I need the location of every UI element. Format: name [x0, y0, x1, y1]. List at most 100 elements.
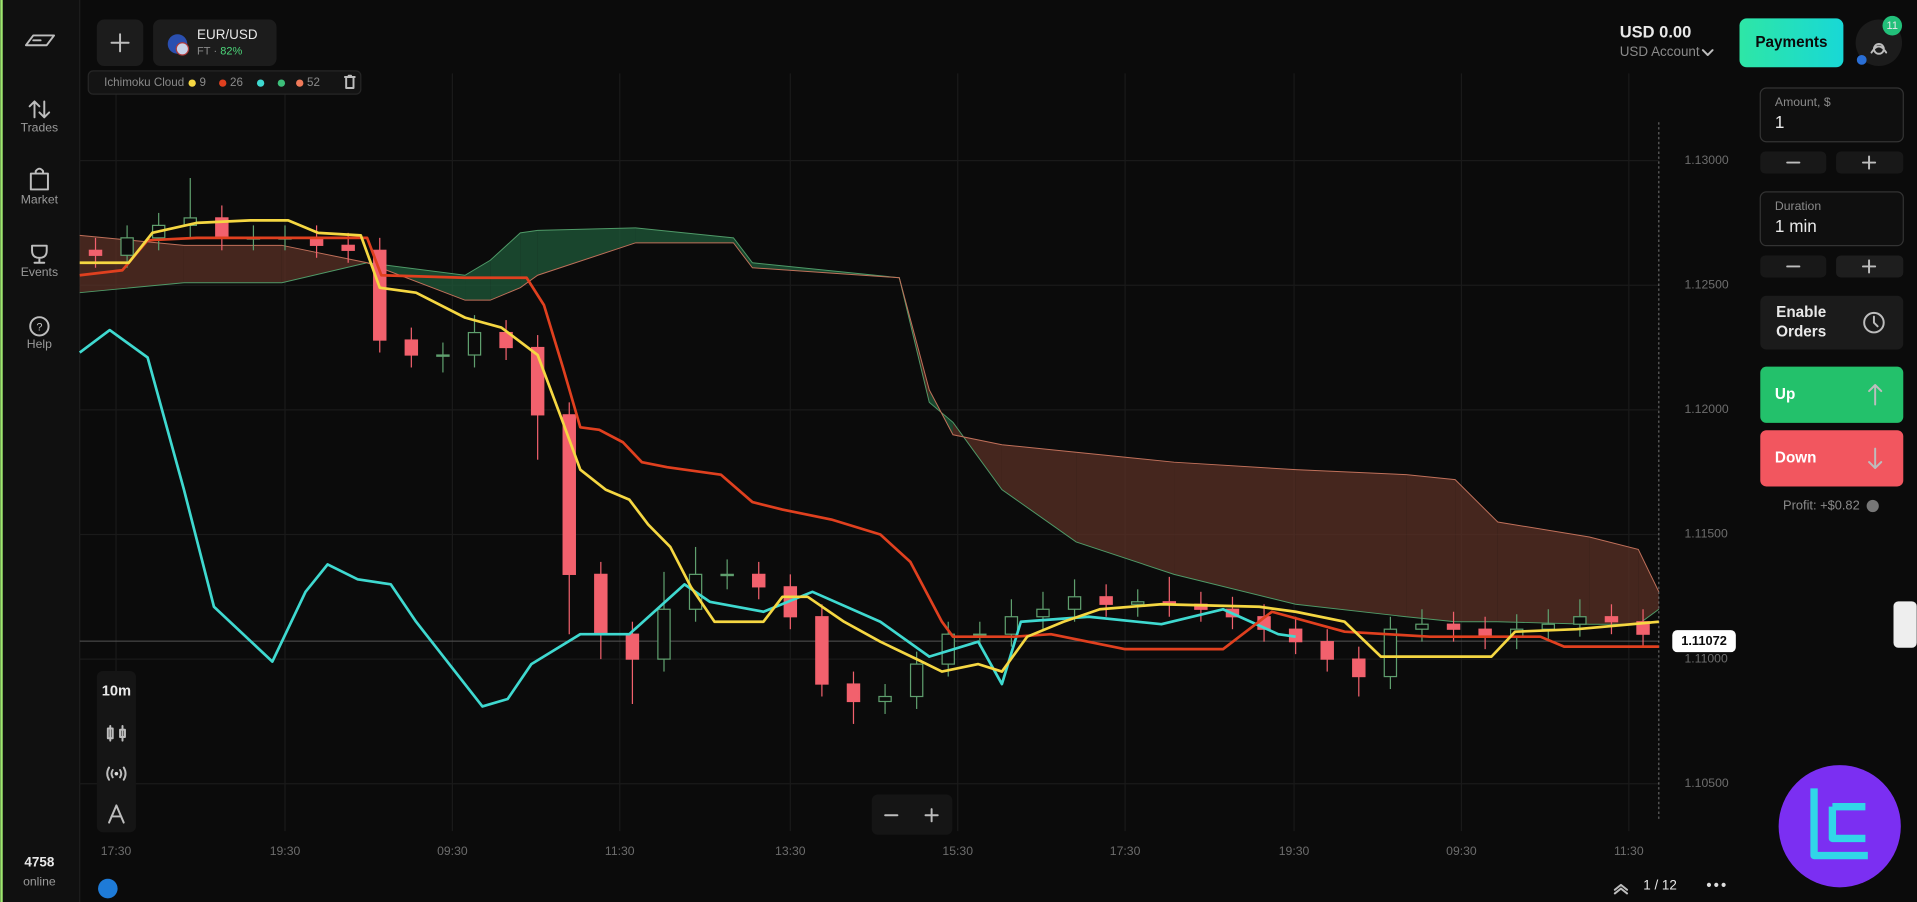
status-dot [1856, 55, 1867, 65]
candle-body [1383, 628, 1398, 678]
y-tick-label: 1.13000 [1685, 153, 1729, 167]
duration-field[interactable] [1759, 191, 1904, 247]
candle-body [88, 249, 103, 256]
account-name[interactable]: USD Account [1620, 44, 1700, 59]
nav-market[interactable]: Market [21, 167, 59, 207]
nav-events[interactable]: Events [21, 244, 58, 279]
notification-count: 11 [1887, 20, 1898, 32]
last-price-box [1672, 630, 1736, 653]
profit-help[interactable] [1866, 499, 1879, 513]
indicator-dot [296, 79, 304, 87]
y-tick-label: 1.11000 [1685, 651, 1728, 665]
down-button[interactable] [1760, 430, 1904, 487]
nav-label: Help [27, 337, 52, 351]
enable-orders-label: Enable [1776, 304, 1826, 321]
events-icon [31, 244, 48, 264]
delete-indicator[interactable] [343, 74, 356, 89]
indicators-icon[interactable] [106, 766, 127, 781]
cloud-segment [1638, 549, 1659, 625]
up-arrow [1868, 384, 1883, 406]
side-widget[interactable] [1893, 601, 1917, 648]
candle-body [846, 683, 861, 703]
down-arrow [1868, 447, 1883, 470]
cloud-segment [281, 245, 368, 283]
down-label: Down [1775, 449, 1817, 466]
indicator-dot [219, 79, 227, 87]
up-button[interactable] [1760, 366, 1904, 423]
zoom-controls [871, 794, 953, 835]
chevron [1701, 49, 1714, 56]
edge-accent [0, 0, 3, 902]
cloud-segment [1295, 469, 1407, 617]
duration-label: Duration [1775, 199, 1821, 213]
candle-body [1004, 616, 1019, 635]
candle-body [752, 573, 766, 588]
nav-label: Trades [21, 121, 59, 135]
more-button[interactable] [1706, 882, 1726, 887]
cloud-segment [635, 227, 734, 243]
drawing-icon[interactable] [108, 804, 125, 824]
indicator-param: 52 [307, 76, 320, 89]
duration-value: 1 min [1775, 217, 1817, 236]
candle-body [1446, 623, 1461, 630]
asset-type: FT [197, 45, 211, 57]
indicator-param: 9 [199, 76, 205, 89]
candle-body [625, 633, 640, 660]
cloud-segment [1174, 462, 1296, 605]
clock-hands [1872, 315, 1879, 328]
amount-value: 1 [1775, 113, 1785, 132]
notification-badge [1882, 15, 1903, 36]
collapse-icon[interactable] [1613, 883, 1629, 895]
cloud-span-b [79, 234, 1660, 593]
candle-body [1541, 623, 1556, 630]
timeframe[interactable]: 10m [102, 684, 131, 700]
asset-info: FT · 82% [197, 45, 242, 57]
profit: Profit: +$0.82 [1783, 497, 1860, 512]
amount-field[interactable] [1759, 87, 1904, 143]
candle-body [1352, 658, 1366, 678]
chart-type-icon[interactable] [106, 725, 126, 742]
x-tick-label: 19:30 [1279, 844, 1310, 858]
cloud-segment [465, 260, 491, 301]
nav-help[interactable]: ? Help [27, 316, 52, 351]
avatar-icon [1870, 43, 1888, 55]
enable-orders-button[interactable] [1760, 295, 1904, 350]
separator: · [211, 45, 221, 57]
y-tick-label: 1.12000 [1685, 402, 1729, 416]
plus-icon [1861, 259, 1877, 274]
cloud-segment [79, 235, 184, 293]
indicator-line [79, 236, 1659, 651]
market-icon [29, 167, 49, 191]
flag-us [175, 42, 190, 56]
x-tick-label: 19:30 [270, 844, 301, 858]
candle-body [1636, 621, 1650, 635]
last-price-label: 1.11072 [1681, 633, 1727, 648]
plus-icon [110, 33, 130, 53]
nav-label: Market [21, 193, 59, 207]
cloud-segment [1589, 536, 1639, 625]
zoom-in[interactable] [924, 808, 939, 823]
indicators-dot [114, 771, 119, 776]
candle-body [467, 331, 482, 356]
candle-body [1573, 616, 1587, 625]
x-tick-label: 11:30 [605, 844, 635, 858]
balance: USD 0.00 [1620, 23, 1692, 41]
candle-body [120, 237, 134, 256]
cloud-segment [1001, 444, 1077, 542]
asset-name: EUR/USD [197, 27, 258, 42]
online-label: online [23, 875, 56, 889]
cloud-segment [1406, 474, 1456, 622]
brand-badge [1778, 765, 1901, 888]
chart: 1.13000 1.12500 1.12000 1.11500 1.11000 1.105… [78, 73, 1736, 858]
x-tick-label: 17:30 [1110, 844, 1141, 858]
support-button[interactable] [98, 878, 118, 899]
amount-label: Amount, $ [1775, 95, 1831, 109]
payments-button[interactable] [1739, 18, 1844, 68]
nav-trades[interactable]: Trades [21, 100, 59, 135]
candle-body [1604, 616, 1619, 623]
logo[interactable] [24, 34, 56, 47]
x-tick-label: 09:30 [437, 844, 468, 858]
x-tick-label: 11:30 [1614, 844, 1644, 858]
candle-body [1320, 641, 1334, 660]
